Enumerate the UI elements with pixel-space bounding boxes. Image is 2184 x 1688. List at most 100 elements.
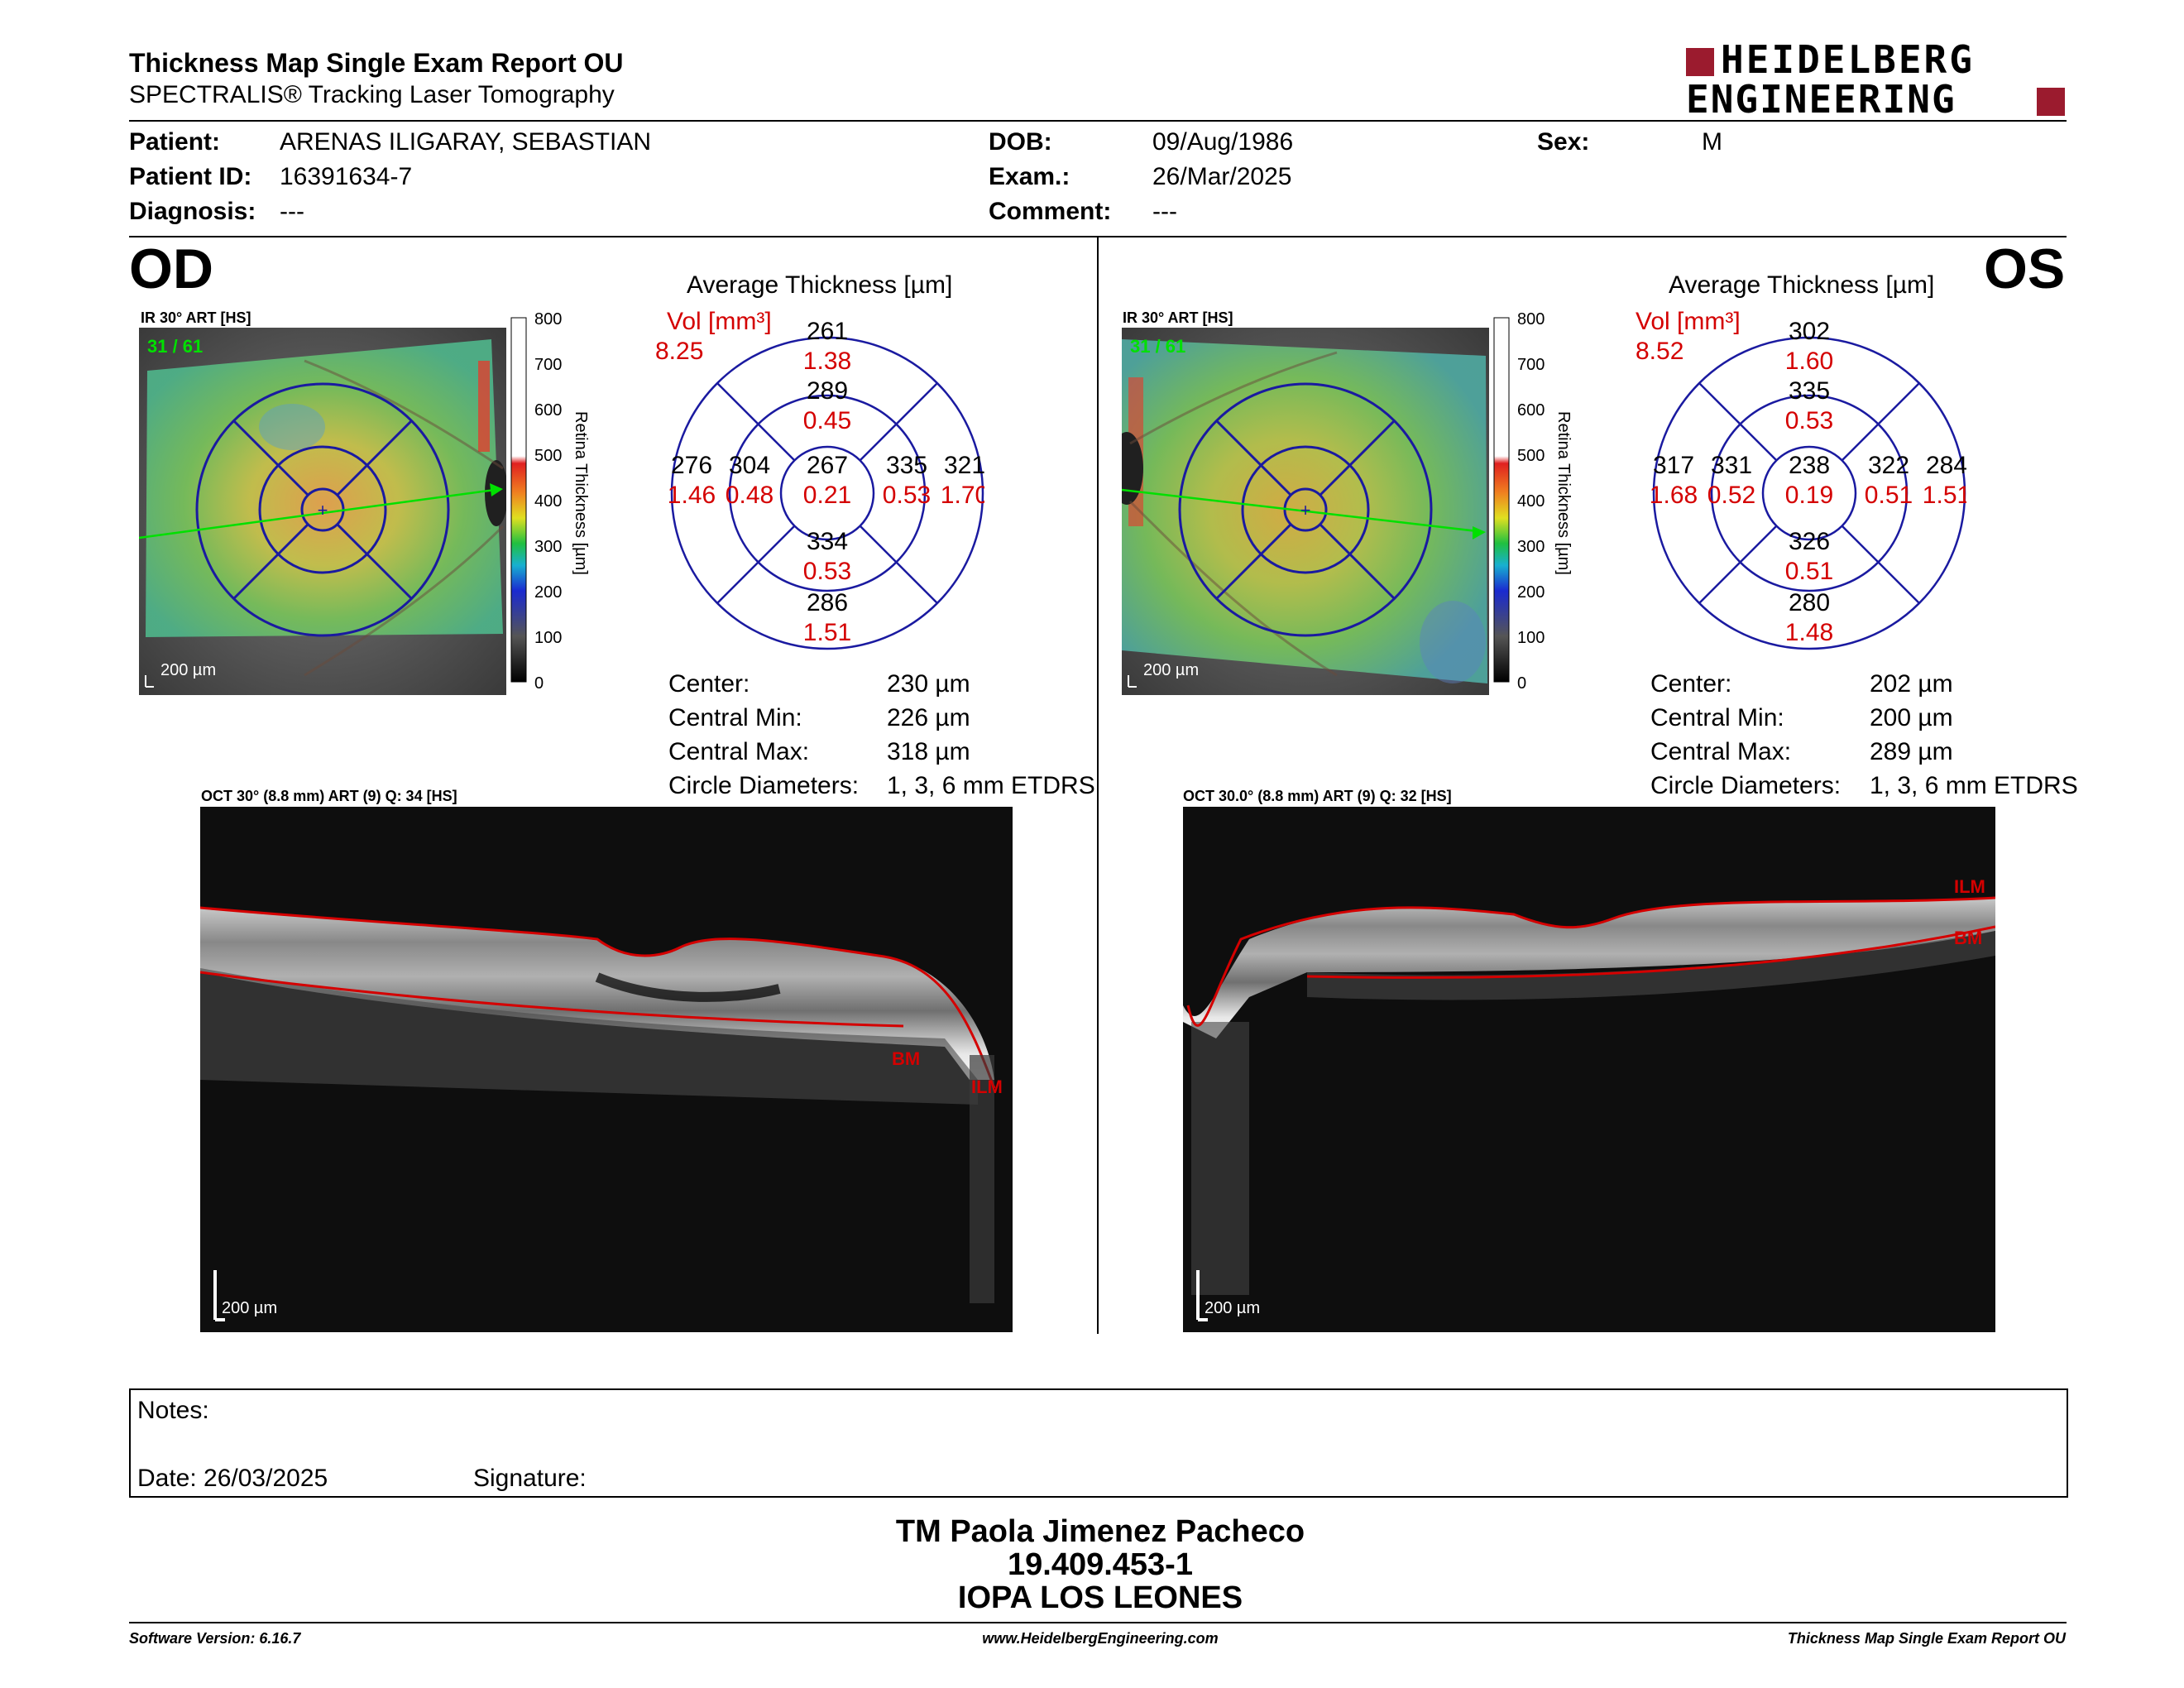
od-oct-caption: OCT 30° (8.8 mm) ART (9) Q: 34 [HS] (201, 788, 457, 804)
od-ring-outer (195, 382, 450, 637)
od-bm-line (200, 971, 904, 1028)
os-inner-bottom-thickness: 326 (1789, 528, 1830, 555)
os-inner-left-volume: 0.52 (1707, 482, 1755, 509)
os-ring-middle (1241, 445, 1370, 574)
os-scan-arrow (1473, 526, 1486, 539)
od-disc-edge (478, 361, 490, 452)
od-fundus-thickness-map: + 31 / 61 200 µm (139, 328, 506, 695)
os-grid-inner (1761, 445, 1857, 541)
os-thin-zone (1420, 601, 1486, 683)
od-frames: 31 / 61 (147, 336, 203, 357)
od-inner-left-thickness: 304 (729, 452, 770, 479)
od-outer-top-thickness: 261 (807, 318, 848, 345)
od-grid-middle (728, 394, 927, 592)
od-min-label: Central Min: (668, 704, 802, 731)
os-inner-right-volume: 0.51 (1865, 482, 1913, 509)
od-diam-label: Circle Diameters: (668, 772, 860, 799)
os-ilm-label: ILM (1954, 876, 1985, 897)
od-inner-right-thickness: 335 (886, 452, 927, 479)
os-outer-top-volume: 1.60 (1785, 348, 1833, 375)
report-title: Thickness Map Single Exam Report OU (129, 48, 624, 78)
od-inner-bottom-thickness: 334 (807, 528, 848, 555)
os-cbar-tick: 400 (1517, 492, 1545, 511)
od-fluid (595, 972, 781, 1002)
os-inner-left-thickness: 331 (1711, 452, 1752, 479)
os-fundus-thickness-map: + 31 / 61 200 µm (1122, 328, 1489, 695)
os-ir-caption: IR 30° ART [HS] (1123, 309, 1233, 326)
os-scan-line (1122, 488, 1478, 533)
os-vol-value: 8.52 (1636, 338, 1684, 365)
od-etdrs-grid: Vol [mm³] 8.25 261 1.38 289 0.45 267 0.2… (655, 308, 984, 650)
od-outer-right-volume: 1.70 (941, 482, 984, 509)
svg-text:+: + (1300, 500, 1311, 520)
patient-label: Patient: (129, 128, 221, 156)
od-center-value: 230 µm (887, 670, 970, 698)
od-grid-outer (670, 336, 984, 650)
os-inner-right-thickness: 322 (1868, 452, 1909, 479)
os-cbar-tick: 0 (1517, 674, 1526, 693)
od-outer-left-volume: 1.46 (668, 482, 716, 509)
sex-label: Sex: (1537, 128, 1590, 156)
os-oct-bscan: BM ILM 200 µm (1183, 807, 1995, 1332)
os-center-volume: 0.19 (1785, 482, 1833, 509)
od-choroid (200, 968, 978, 1105)
od-sector-line-bl (232, 523, 309, 600)
os-etdrs-grid: Vol [mm³] 8.52 302 1.60 335 0.53 238 0.1… (1636, 308, 1966, 650)
od-bm-label: BM (892, 1048, 920, 1069)
os-frames: 31 / 61 (1130, 336, 1185, 357)
od-colorbar-title: Retina Thickness [µm] (572, 411, 590, 575)
od-sector-line-br (336, 523, 413, 600)
notes-box[interactable]: Notes: Date: 26/03/2025 Signature: (129, 1388, 2068, 1498)
patient-id: 16391634-7 (280, 163, 413, 190)
os-outer-right-thickness: 284 (1926, 452, 1966, 479)
stamp-id: 19.409.453-1 (1008, 1547, 1193, 1582)
od-avg-title: Average Thickness [µm] (687, 271, 953, 299)
os-sector-line-bl (1215, 523, 1292, 600)
os-ring-outer (1178, 382, 1433, 637)
os-diam-value: 1, 3, 6 mm ETDRS (1870, 772, 2078, 799)
od-center-label: Center: (668, 670, 750, 698)
date-label: Date: 26/03/2025 (137, 1465, 328, 1492)
od-vol-label: Vol [mm³] (667, 308, 772, 335)
os-sector-line-tr (1319, 420, 1396, 496)
comment-label: Comment: (989, 198, 1112, 225)
os-outer-bottom-thickness: 280 (1789, 589, 1830, 616)
os-cbar-tick: 800 (1517, 310, 1545, 328)
od-cbar-tick: 0 (534, 674, 544, 693)
od-vessel-1 (304, 359, 504, 470)
od-center-volume: 0.21 (803, 482, 851, 509)
od-cbar-tick: 800 (534, 310, 562, 328)
od-vessel-2 (304, 525, 505, 677)
dob-value: 09/Aug/1986 (1152, 128, 1294, 156)
od-max-label: Central Max: (668, 738, 810, 765)
od-cbar-tick: 500 (534, 447, 562, 465)
footer-report-name: Thickness Map Single Exam Report OU (1787, 1630, 2066, 1647)
od-ring-middle (258, 445, 387, 574)
stamp-institution: IOPA LOS LEONES (957, 1580, 1243, 1615)
od-cbar-tick: 400 (534, 492, 562, 511)
od-inner-left-volume: 0.48 (726, 482, 774, 509)
od-vol-value: 8.25 (655, 338, 703, 365)
diagnosis-value: --- (280, 198, 304, 225)
od-colorbar-gradient (510, 317, 527, 683)
od-sector-line-tr (336, 420, 413, 496)
os-oct-caption: OCT 30.0° (8.8 mm) ART (9) Q: 32 [HS] (1183, 788, 1452, 804)
svg-text:+: + (318, 500, 328, 520)
os-bm-label: BM (1954, 928, 1982, 948)
os-cbar-tick: 500 (1517, 447, 1545, 465)
os-cbar-tick: 200 (1517, 583, 1545, 602)
footer-website[interactable]: www.HeidelbergEngineering.com (982, 1630, 1219, 1647)
os-sector-line-tl (1215, 420, 1292, 496)
os-choroid (1307, 931, 1995, 1000)
header-divider (129, 120, 2067, 122)
patient-name: ARENAS ILIGARAY, SEBASTIAN (280, 128, 652, 156)
od-outer-bottom-volume: 1.51 (803, 619, 851, 646)
od-ir-scale: 200 µm (160, 661, 216, 679)
exam-label: Exam.: (989, 163, 1070, 190)
os-optic-disc (1122, 432, 1143, 505)
os-inner-top-volume: 0.53 (1785, 407, 1833, 434)
os-bm-line (1306, 925, 1995, 979)
os-vol-label: Vol [mm³] (1636, 308, 1741, 335)
os-outer-left-thickness: 317 (1653, 452, 1694, 479)
brand-square-top (1686, 48, 1714, 76)
